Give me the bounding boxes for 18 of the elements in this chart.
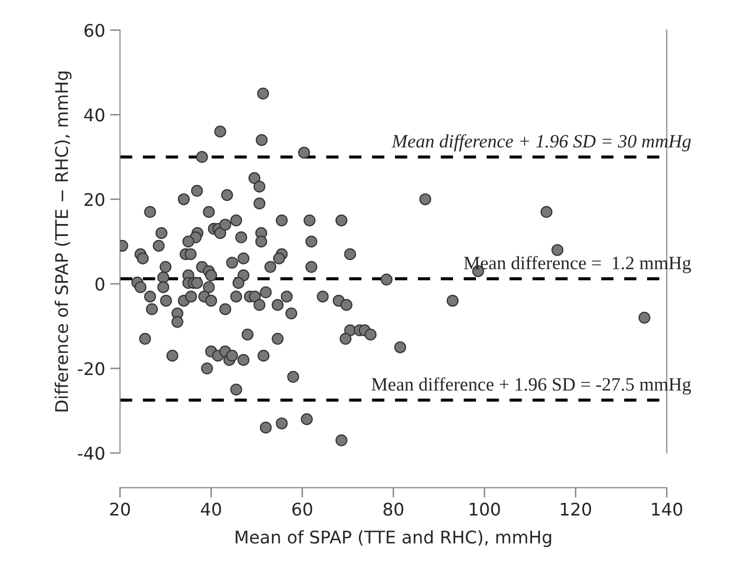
ref-line-label: Mean difference + 1.96 SD = -27.5 mmHg xyxy=(372,377,691,395)
y-tick-label: 40 xyxy=(84,108,104,122)
y-axis-title: Difference of SPAP (TTE − RHC), mmHg xyxy=(54,72,72,412)
y-tick-label: -20 xyxy=(78,362,104,376)
ref-line-label: Mean difference = 1.2 mmHg xyxy=(464,256,691,274)
x-tick-label: 60 xyxy=(292,502,312,516)
y-tick-label: -40 xyxy=(78,446,104,460)
x-tick-label: 140 xyxy=(652,502,682,516)
x-tick-label: 120 xyxy=(560,502,592,516)
x-tick-label: 80 xyxy=(384,502,404,516)
x-tick-label: 20 xyxy=(110,502,130,516)
ref-line-label: Mean difference + 1.96 SD = 30 mmHg xyxy=(392,134,691,152)
y-tick-label: 20 xyxy=(84,192,104,206)
x-tick-label: 100 xyxy=(470,502,500,516)
x-axis-title: Mean of SPAP (TTE and RHC), mmHg xyxy=(236,530,552,547)
x-tick-label: 40 xyxy=(200,502,222,516)
y-tick-label: 0 xyxy=(96,278,104,291)
y-tick-label: 60 xyxy=(84,24,104,37)
